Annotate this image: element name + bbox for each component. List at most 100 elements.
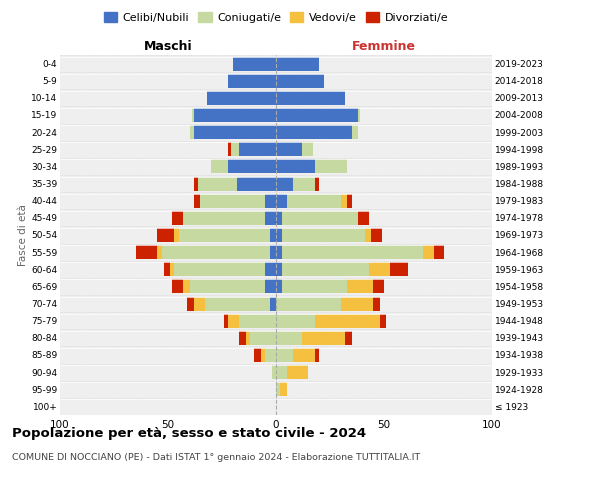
Bar xyxy=(269,228,276,242)
Bar xyxy=(194,296,205,310)
Bar xyxy=(276,74,323,88)
Bar xyxy=(229,314,239,328)
Bar xyxy=(246,331,250,345)
Bar xyxy=(315,176,319,190)
Bar xyxy=(183,211,265,225)
Bar xyxy=(194,194,200,207)
Bar xyxy=(250,331,276,345)
Bar xyxy=(347,194,352,207)
Bar xyxy=(276,314,315,328)
Bar xyxy=(341,296,373,310)
Bar xyxy=(224,314,229,328)
Bar xyxy=(194,108,276,122)
Bar xyxy=(175,228,179,242)
Bar xyxy=(373,280,384,293)
Bar xyxy=(265,211,276,225)
Bar xyxy=(276,348,293,362)
Bar xyxy=(157,245,161,259)
Bar xyxy=(302,142,313,156)
Bar xyxy=(293,176,315,190)
Bar xyxy=(183,280,190,293)
Bar xyxy=(194,125,276,139)
Bar xyxy=(345,331,352,345)
Bar xyxy=(205,296,269,310)
Bar xyxy=(371,228,382,242)
Bar xyxy=(239,142,276,156)
Bar xyxy=(175,262,265,276)
Bar xyxy=(265,348,276,362)
Bar xyxy=(369,262,391,276)
Bar xyxy=(276,125,352,139)
Bar xyxy=(233,56,276,70)
Bar xyxy=(194,176,198,190)
Bar xyxy=(198,176,237,190)
Bar xyxy=(352,125,358,139)
Bar xyxy=(283,228,365,242)
Bar xyxy=(283,280,347,293)
Bar xyxy=(254,348,261,362)
Bar xyxy=(283,262,369,276)
Bar xyxy=(187,296,194,310)
Bar xyxy=(315,314,380,328)
Bar xyxy=(423,245,434,259)
Bar xyxy=(315,160,347,173)
Bar xyxy=(239,331,246,345)
Text: COMUNE DI NOCCIANO (PE) - Dati ISTAT 1° gennaio 2024 - Elaborazione TUTTITALIA.I: COMUNE DI NOCCIANO (PE) - Dati ISTAT 1° … xyxy=(12,452,420,462)
Bar xyxy=(170,262,175,276)
Bar xyxy=(276,365,287,379)
Bar xyxy=(276,91,345,105)
Bar xyxy=(358,211,369,225)
Bar xyxy=(276,262,283,276)
Bar xyxy=(229,74,276,88)
Bar xyxy=(261,348,265,362)
Bar xyxy=(302,331,345,345)
Bar xyxy=(230,142,239,156)
Bar xyxy=(229,160,276,173)
Bar xyxy=(276,228,283,242)
Bar xyxy=(276,280,283,293)
Bar xyxy=(287,365,308,379)
Bar xyxy=(272,365,276,379)
Bar xyxy=(164,262,170,276)
Bar xyxy=(380,314,386,328)
Bar xyxy=(157,228,175,242)
Text: Femmine: Femmine xyxy=(352,40,416,52)
Bar xyxy=(391,262,408,276)
Y-axis label: Fasce di età: Fasce di età xyxy=(18,204,28,266)
Bar xyxy=(207,91,276,105)
Bar xyxy=(161,245,269,259)
Bar xyxy=(276,296,341,310)
Bar xyxy=(269,245,276,259)
Bar xyxy=(269,296,276,310)
Bar xyxy=(315,348,319,362)
Bar xyxy=(211,160,229,173)
Bar xyxy=(373,296,380,310)
Bar xyxy=(179,228,269,242)
Text: Popolazione per età, sesso e stato civile - 2024: Popolazione per età, sesso e stato civil… xyxy=(12,428,366,440)
Bar xyxy=(276,211,283,225)
Bar xyxy=(434,245,445,259)
Bar xyxy=(229,142,230,156)
Bar xyxy=(190,280,265,293)
Bar xyxy=(365,228,371,242)
Bar xyxy=(276,245,283,259)
Bar xyxy=(280,382,287,396)
Legend: Celibi/Nubili, Coniugati/e, Vedovi/e, Divorziati/e: Celibi/Nubili, Coniugati/e, Vedovi/e, Di… xyxy=(100,8,452,28)
Bar xyxy=(276,56,319,70)
Bar xyxy=(276,108,358,122)
Bar xyxy=(276,160,315,173)
Bar xyxy=(287,194,341,207)
Bar xyxy=(192,108,194,122)
Bar xyxy=(172,280,183,293)
Bar xyxy=(265,194,276,207)
Text: Maschi: Maschi xyxy=(143,40,193,52)
Bar xyxy=(358,108,360,122)
Bar xyxy=(265,262,276,276)
Bar xyxy=(293,348,315,362)
Bar xyxy=(276,194,287,207)
Bar xyxy=(200,194,265,207)
Bar xyxy=(239,314,276,328)
Bar xyxy=(283,245,423,259)
Bar xyxy=(136,245,157,259)
Bar xyxy=(276,142,302,156)
